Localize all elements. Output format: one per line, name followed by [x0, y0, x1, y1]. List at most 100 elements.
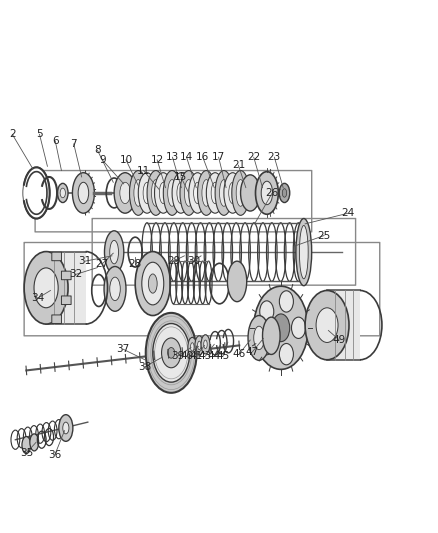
Ellipse shape [315, 308, 337, 342]
Text: 32: 32 [69, 270, 82, 279]
Ellipse shape [201, 180, 210, 206]
Ellipse shape [295, 219, 311, 286]
Text: 45: 45 [216, 351, 229, 361]
Ellipse shape [177, 182, 184, 204]
Text: 30: 30 [187, 256, 200, 266]
FancyBboxPatch shape [52, 315, 61, 324]
Ellipse shape [219, 180, 228, 206]
Ellipse shape [172, 173, 189, 213]
Ellipse shape [299, 225, 307, 279]
Text: 35: 35 [20, 448, 33, 458]
Text: 14: 14 [180, 152, 193, 162]
Text: 46: 46 [232, 349, 245, 359]
Ellipse shape [120, 182, 130, 204]
Ellipse shape [163, 171, 180, 215]
Ellipse shape [282, 189, 286, 197]
Ellipse shape [148, 274, 157, 293]
FancyBboxPatch shape [52, 252, 61, 261]
Text: 27: 27 [95, 259, 109, 269]
Text: 25: 25 [317, 231, 330, 240]
Ellipse shape [247, 316, 269, 360]
Ellipse shape [193, 182, 201, 204]
Ellipse shape [184, 180, 193, 206]
Text: 34: 34 [31, 294, 44, 303]
Ellipse shape [22, 437, 31, 454]
Text: 16: 16 [196, 152, 209, 162]
Ellipse shape [78, 182, 88, 204]
Text: 24: 24 [341, 208, 354, 218]
Text: 11: 11 [137, 166, 150, 175]
Ellipse shape [261, 181, 272, 205]
Text: 5: 5 [36, 130, 43, 139]
Ellipse shape [253, 326, 264, 350]
Ellipse shape [272, 314, 289, 342]
Ellipse shape [72, 173, 94, 213]
Text: 40: 40 [180, 351, 193, 361]
Text: 49: 49 [332, 335, 345, 345]
Ellipse shape [279, 183, 289, 203]
Ellipse shape [167, 180, 176, 206]
Text: 2: 2 [9, 130, 16, 139]
Ellipse shape [30, 434, 39, 451]
Ellipse shape [197, 341, 201, 350]
Text: 41: 41 [189, 351, 202, 361]
Ellipse shape [259, 301, 273, 322]
Ellipse shape [34, 268, 58, 308]
Ellipse shape [60, 188, 65, 198]
Ellipse shape [145, 313, 196, 393]
Text: 10: 10 [119, 155, 132, 165]
Ellipse shape [23, 167, 49, 219]
Text: 43: 43 [198, 351, 212, 361]
Ellipse shape [188, 173, 206, 213]
Ellipse shape [134, 180, 142, 206]
Ellipse shape [203, 340, 207, 349]
Ellipse shape [129, 171, 147, 215]
Ellipse shape [143, 182, 151, 204]
FancyBboxPatch shape [61, 271, 71, 280]
Ellipse shape [114, 173, 136, 213]
Ellipse shape [190, 343, 194, 351]
Ellipse shape [228, 182, 236, 204]
Text: 7: 7 [70, 139, 77, 149]
Text: 21: 21 [231, 160, 244, 170]
Ellipse shape [223, 173, 241, 213]
Ellipse shape [151, 180, 160, 206]
Text: 31: 31 [78, 256, 92, 266]
Ellipse shape [259, 334, 273, 355]
Ellipse shape [279, 291, 293, 312]
Ellipse shape [291, 317, 305, 338]
Ellipse shape [104, 231, 124, 273]
Polygon shape [46, 252, 85, 324]
Text: 6: 6 [52, 136, 59, 146]
Text: 28: 28 [128, 259, 141, 269]
Ellipse shape [161, 338, 180, 368]
FancyBboxPatch shape [61, 296, 71, 304]
Ellipse shape [180, 171, 197, 215]
Ellipse shape [187, 337, 196, 357]
Text: 22: 22 [247, 152, 260, 162]
Text: 38: 38 [138, 362, 151, 372]
Ellipse shape [279, 343, 293, 365]
Text: 37: 37 [116, 344, 129, 354]
Ellipse shape [197, 171, 215, 215]
Ellipse shape [304, 290, 348, 360]
Text: 29: 29 [166, 256, 180, 266]
Ellipse shape [253, 286, 307, 369]
Ellipse shape [152, 324, 189, 382]
Text: 12: 12 [150, 155, 163, 165]
Ellipse shape [59, 415, 73, 441]
Text: 23: 23 [267, 152, 280, 162]
Ellipse shape [206, 173, 223, 213]
Ellipse shape [211, 182, 219, 204]
Text: 47: 47 [245, 347, 258, 357]
Ellipse shape [154, 173, 172, 213]
Ellipse shape [240, 175, 259, 211]
Text: 13: 13 [166, 152, 179, 162]
Ellipse shape [110, 277, 120, 301]
Ellipse shape [24, 252, 68, 324]
Text: 44: 44 [207, 351, 220, 361]
Ellipse shape [167, 348, 174, 358]
Polygon shape [326, 290, 359, 360]
Ellipse shape [57, 183, 68, 203]
Ellipse shape [255, 172, 278, 214]
